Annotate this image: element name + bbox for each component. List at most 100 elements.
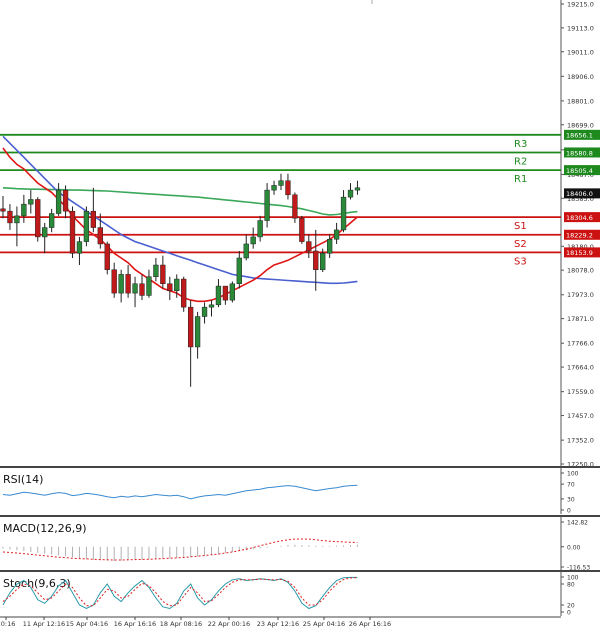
price-tick-label: 18699.0 [567, 121, 594, 129]
price-tick-label: 17973.0 [567, 291, 594, 299]
candle-body [208, 304, 215, 308]
candle-body [354, 187, 361, 191]
ma-green-line [2, 187, 358, 216]
x-tick-label: 10:16 [0, 620, 15, 628]
macd-signal-line [2, 538, 358, 561]
price-tick-label: 18801.0 [567, 97, 594, 105]
candle-body [313, 250, 319, 270]
sub-tick-label: 0.00 [567, 544, 581, 551]
candle-body [264, 189, 270, 221]
candle-body [125, 274, 131, 294]
candle-body [327, 239, 333, 254]
price-tick-label: 18078.0 [567, 267, 594, 275]
price-tick-label: 17250.0 [567, 461, 594, 469]
level-label-s1: S1 [514, 221, 527, 232]
price-label-box [564, 188, 600, 199]
candle-body [229, 283, 235, 301]
price-tick-label: 17871.0 [567, 315, 594, 323]
panel-title: MACD(12,26,9) [3, 522, 87, 535]
candle-body [62, 189, 69, 212]
price-label-box [564, 229, 600, 240]
price-tick-label: 17457.0 [567, 412, 594, 420]
candle-body [250, 236, 256, 245]
x-tick-label: 15 Apr 04:16 [66, 620, 108, 628]
candle-body [167, 283, 173, 292]
sub-tick-label: 100 [567, 575, 579, 582]
candle-body [299, 217, 305, 242]
candle-body [0, 208, 6, 212]
price-label-text: 18153.9 [566, 249, 593, 257]
ma-red-line [2, 147, 358, 303]
candle-body [285, 180, 291, 196]
sub-tick-label: 70 [567, 482, 575, 489]
candle-body [55, 189, 62, 214]
price-label-text: 18656.1 [566, 132, 593, 140]
main-price-panel: 19215.0 19113.0 19011.0 18906.0 18801.0 18699… [0, 0, 600, 469]
rsi-line [2, 484, 358, 500]
price-tick-label: 17559.0 [567, 388, 594, 396]
sub-tick-label: -116.53 [567, 565, 590, 572]
candle-body [243, 243, 249, 259]
x-tick-label: 16 Apr 16:16 [114, 620, 156, 628]
sub-tick-label: 142.82 [567, 520, 588, 527]
candle-body [42, 227, 48, 238]
candle-body [90, 210, 96, 228]
candle-body [97, 227, 103, 245]
candle-body [340, 196, 347, 231]
candle-body [35, 199, 41, 238]
candle-body [181, 278, 187, 308]
panel-title: Stoch(9,6,3) [3, 577, 71, 590]
price-label-text: 18229.2 [566, 232, 593, 240]
macd-panel: 142.82 0.00 -116.53 MACD(12,26,9) [0, 515, 600, 572]
price-tick-label: 18385.0 [567, 195, 594, 203]
stoch-d-line [2, 577, 358, 607]
price-label-box [564, 165, 600, 176]
candle-body [76, 241, 83, 254]
candle-body [69, 210, 76, 254]
sub-tick-label: 20 [567, 603, 575, 610]
price-tick-label: 17766.0 [567, 340, 594, 348]
x-tick-label: 26 Apr 16:16 [349, 620, 391, 628]
candle-body [160, 264, 166, 284]
candle-body [201, 306, 208, 317]
sub-tick-label: 0 [567, 508, 571, 515]
candle-body [132, 283, 138, 294]
price-tick-label: 19215.0 [567, 1, 594, 9]
candle-body [139, 283, 145, 296]
x-tick-label: 11 Apr 12:16 [23, 620, 65, 628]
candle-body [215, 285, 222, 306]
candle-body [118, 274, 124, 294]
x-tick-label: 18 Apr 08:16 [160, 620, 202, 628]
price-label-text: 18304.6 [566, 214, 593, 222]
candle-body [306, 241, 312, 252]
ma-blue-line [2, 135, 358, 285]
candle-body [347, 189, 354, 198]
price-label-text: 18505.4 [566, 167, 593, 175]
price-label-text: 18580.8 [566, 149, 593, 157]
price-label-box [564, 247, 600, 258]
candle-body [174, 278, 180, 292]
level-label-r1: R1 [514, 174, 527, 185]
price-tick-label: 19113.0 [567, 24, 594, 32]
price-label-box [564, 147, 600, 158]
candle-body [14, 215, 20, 224]
price-tick-label: 18180.0 [567, 243, 594, 251]
sub-tick-label: 30 [567, 496, 575, 503]
candle-body [188, 306, 194, 348]
price-tick-label: 17664.0 [567, 364, 594, 372]
x-tick-label: 22 Apr 00:16 [208, 620, 250, 628]
price-label-box [564, 212, 600, 223]
level-label-s3: S3 [514, 256, 527, 267]
candle-body [83, 210, 90, 242]
candle-body [257, 220, 263, 238]
level-label-r3: R3 [514, 139, 527, 150]
rsi-panel: 100 70 30 0 RSI(14) [0, 466, 600, 515]
candle-body [146, 276, 152, 296]
price-label-box [564, 129, 600, 140]
candle-body [104, 243, 110, 270]
candle-body [21, 203, 27, 217]
sub-tick-label: 80 [567, 582, 575, 589]
